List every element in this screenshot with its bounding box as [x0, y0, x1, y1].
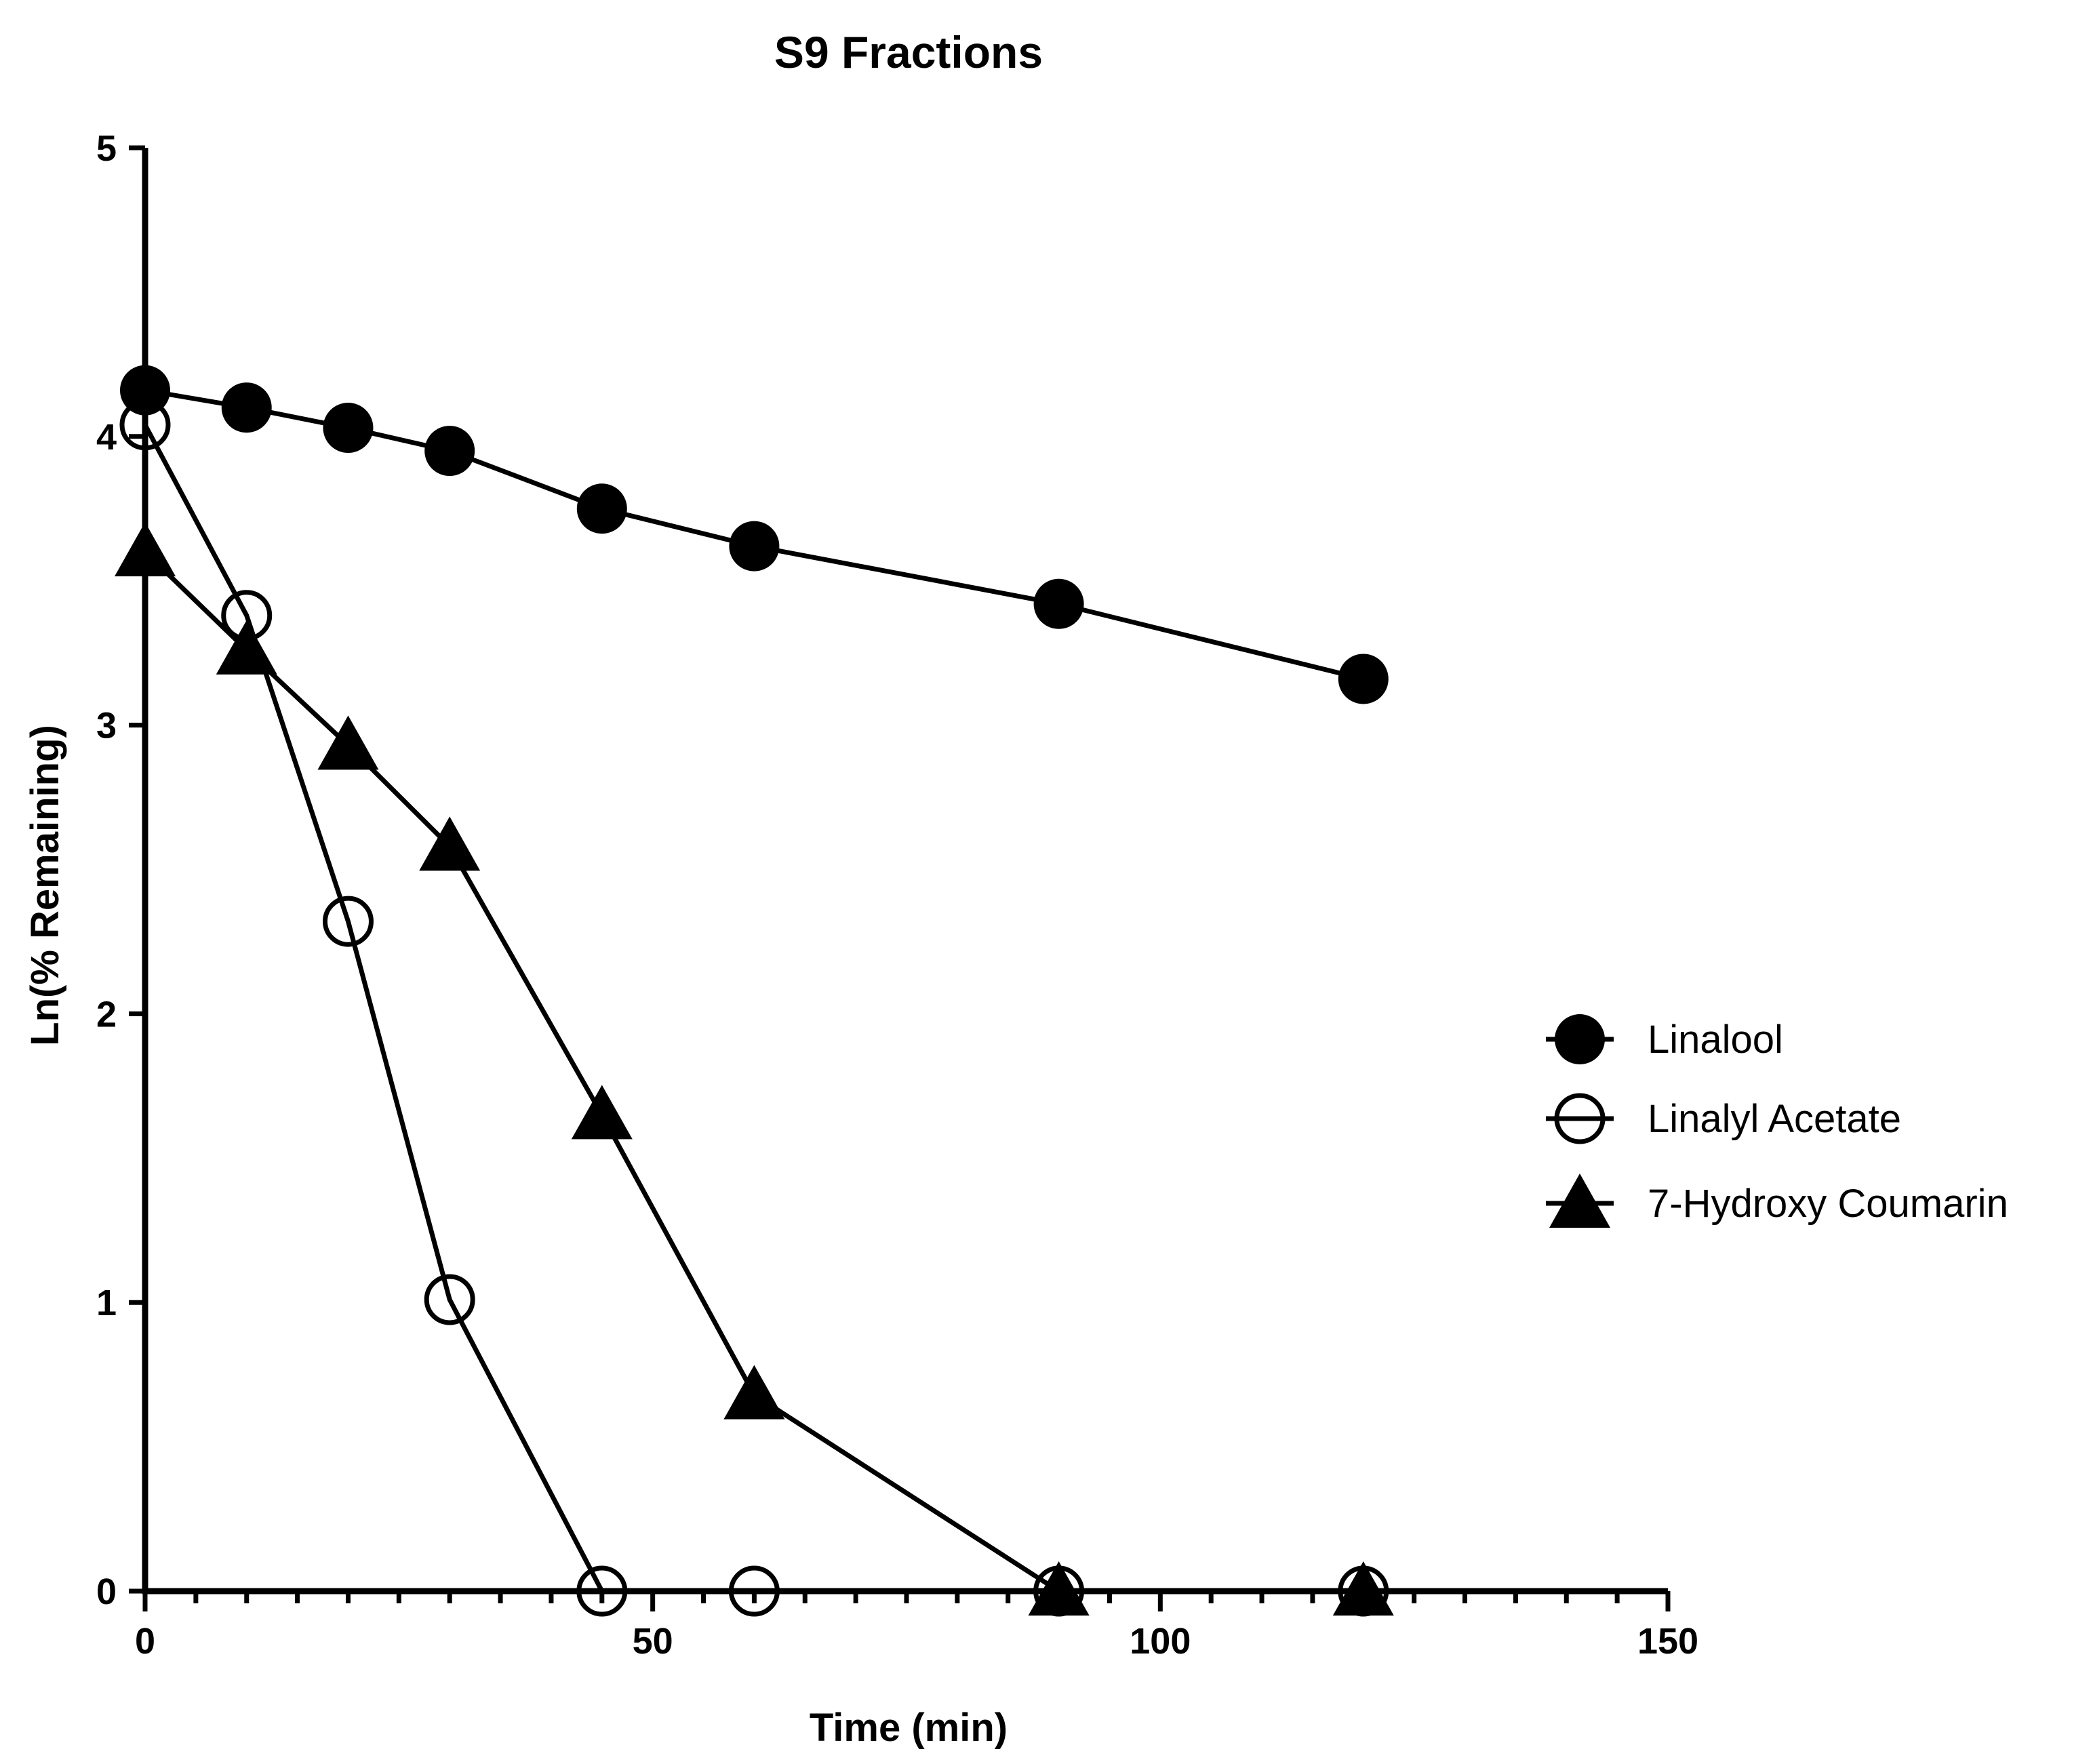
data-point — [1033, 1565, 1085, 1617]
series-line-3 — [143, 550, 1363, 1594]
legend-marker — [1549, 1174, 1610, 1228]
data-point — [419, 816, 481, 871]
data-point — [115, 522, 176, 577]
y-tick-label: 5 — [96, 128, 117, 169]
y-tick-label: 1 — [96, 1283, 117, 1323]
data-point — [216, 620, 277, 675]
x-axis-title: Time (min) — [810, 1706, 1008, 1750]
data-point — [221, 590, 273, 641]
x-tick-label: 100 — [1130, 1621, 1191, 1662]
y-tick-label: 3 — [96, 706, 117, 746]
data-point — [728, 1565, 780, 1617]
data-point — [1338, 654, 1389, 704]
data-point — [1028, 1561, 1090, 1616]
legend-label: Linalyl Acetate — [1648, 1097, 1901, 1141]
data-point — [1332, 1561, 1394, 1616]
data-point — [1033, 578, 1084, 629]
data-point — [221, 382, 272, 433]
x-tick-label: 0 — [135, 1621, 155, 1662]
chart-title: S9 Fractions — [774, 27, 1043, 77]
x-tick-label: 50 — [633, 1621, 673, 1662]
data-point — [323, 403, 374, 454]
data-point — [571, 1085, 633, 1140]
data-point — [424, 1274, 475, 1325]
legend: Linalool Linalyl Acetate 7-Hydroxy Coumari… — [1546, 1014, 2008, 1228]
data-point — [424, 426, 475, 477]
data-point — [729, 521, 780, 572]
y-tick-label: 2 — [96, 994, 117, 1035]
data-point — [576, 483, 627, 534]
data-point — [120, 365, 170, 416]
y-axis-title: Ln(% Remaining) — [23, 725, 67, 1046]
legend-label: 7-Hydroxy Coumarin — [1648, 1182, 2008, 1226]
data-point — [322, 896, 374, 947]
data-point — [317, 715, 379, 770]
data-point — [576, 1565, 628, 1617]
y-tick-label: 4 — [96, 417, 117, 458]
legend-label: Linalool — [1648, 1018, 1783, 1062]
data-point — [723, 1365, 785, 1420]
x-tick-label: 150 — [1637, 1621, 1698, 1662]
y-tick-label: 0 — [96, 1571, 117, 1612]
data-point — [1338, 1565, 1389, 1617]
legend-marker — [1555, 1014, 1605, 1064]
legend-marker — [1554, 1093, 1606, 1144]
